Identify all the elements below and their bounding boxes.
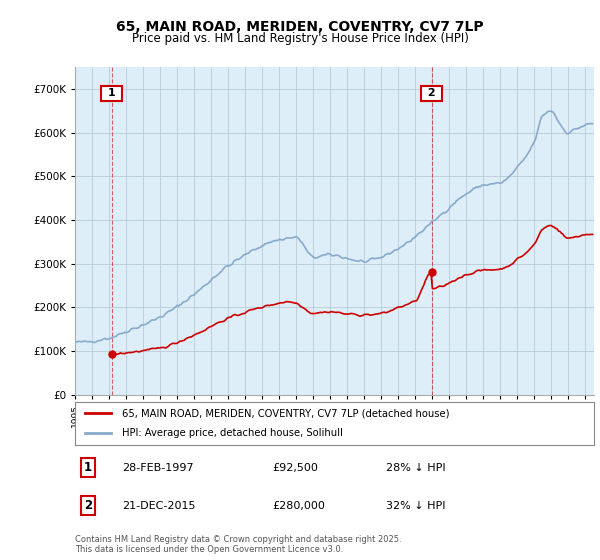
Text: Price paid vs. HM Land Registry's House Price Index (HPI): Price paid vs. HM Land Registry's House … — [131, 32, 469, 45]
Text: 1: 1 — [84, 461, 92, 474]
Text: £280,000: £280,000 — [272, 501, 325, 511]
Text: 65, MAIN ROAD, MERIDEN, COVENTRY, CV7 7LP: 65, MAIN ROAD, MERIDEN, COVENTRY, CV7 7L… — [116, 20, 484, 34]
Text: 1: 1 — [104, 88, 119, 99]
Text: HPI: Average price, detached house, Solihull: HPI: Average price, detached house, Soli… — [122, 428, 343, 438]
Text: Contains HM Land Registry data © Crown copyright and database right 2025.
This d: Contains HM Land Registry data © Crown c… — [75, 535, 401, 554]
Text: 2: 2 — [424, 88, 440, 99]
Text: £92,500: £92,500 — [272, 463, 318, 473]
Text: 2: 2 — [84, 499, 92, 512]
Text: 28-FEB-1997: 28-FEB-1997 — [122, 463, 193, 473]
Text: 65, MAIN ROAD, MERIDEN, COVENTRY, CV7 7LP (detached house): 65, MAIN ROAD, MERIDEN, COVENTRY, CV7 7L… — [122, 408, 449, 418]
Text: 32% ↓ HPI: 32% ↓ HPI — [386, 501, 446, 511]
Text: 28% ↓ HPI: 28% ↓ HPI — [386, 463, 446, 473]
Text: 21-DEC-2015: 21-DEC-2015 — [122, 501, 195, 511]
